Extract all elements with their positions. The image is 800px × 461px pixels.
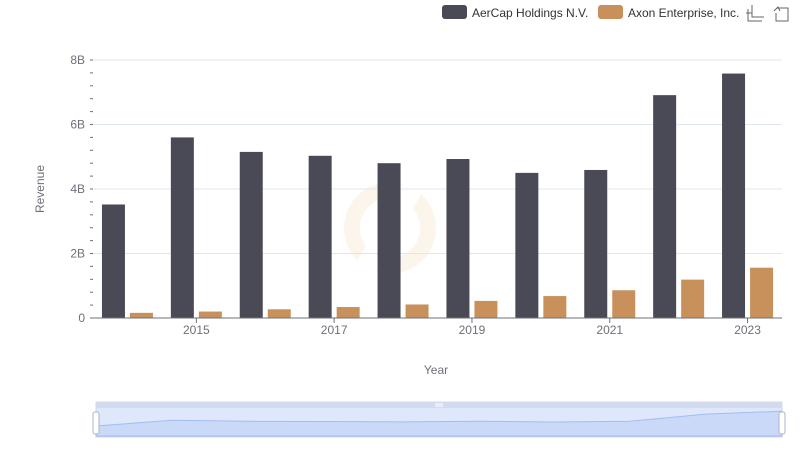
bar-aercap-2017[interactable] (308, 155, 332, 318)
bars (101, 73, 774, 318)
data-zoom-handle-left[interactable] (92, 411, 100, 435)
x-axis-title: Year (424, 363, 448, 377)
x-tick-label: 2017 (321, 323, 348, 337)
y-axis-title: Revenue (33, 165, 47, 213)
data-zoom-grip-icon (435, 403, 443, 407)
bar-axon-2015[interactable] (198, 311, 222, 318)
bar-aercap-2019[interactable] (446, 159, 470, 318)
bar-aercap-2018[interactable] (377, 163, 401, 318)
legend-item-axon[interactable]: Axon Enterprise, Inc. (598, 5, 739, 20)
bar-aercap-2023[interactable] (722, 73, 746, 318)
y-minor-ticks (90, 59, 93, 319)
bar-aercap-2015[interactable] (170, 137, 194, 318)
y-axis-tick-labels: 0 2B 4B 6B 8B (70, 53, 85, 325)
bar-aercap-2016[interactable] (239, 151, 263, 318)
bar-axon-2020[interactable] (543, 296, 567, 318)
x-tick-label: 2021 (596, 323, 623, 337)
bar-axon-2019[interactable] (474, 300, 498, 318)
y-tick-label: 6B (70, 118, 85, 132)
bar-aercap-2022[interactable] (653, 95, 677, 318)
legend-swatch-axon (598, 5, 623, 19)
x-axis-ticks (195, 318, 749, 323)
legend-label-axon: Axon Enterprise, Inc. (628, 6, 739, 20)
grid-lines (93, 59, 782, 254)
x-tick-label: 2015 (183, 323, 210, 337)
bar-axon-2022[interactable] (681, 279, 705, 318)
x-tick-label: 2019 (459, 323, 486, 337)
y-tick-label: 2B (70, 247, 85, 261)
x-axis-tick-labels: 2015 2017 2019 2021 2023 (183, 323, 761, 337)
data-zoom-preview-area (95, 410, 783, 437)
data-zoom-handle-right[interactable] (778, 411, 786, 435)
bar-aercap-2021[interactable] (584, 169, 608, 318)
bar-axon-2023[interactable] (750, 267, 774, 318)
legend-item-aercap[interactable]: AerCap Holdings N.V. (442, 5, 588, 20)
y-tick-label: 0 (78, 311, 85, 325)
x-tick-label: 2023 (734, 323, 761, 337)
legend-swatch-aercap (442, 5, 467, 19)
bar-axon-2014[interactable] (129, 312, 153, 318)
bar-axon-2021[interactable] (612, 290, 636, 318)
bar-aercap-2020[interactable] (515, 172, 539, 318)
data-zoom-top-bar[interactable] (96, 402, 782, 408)
y-tick-label: 8B (70, 53, 85, 67)
bar-axon-2018[interactable] (405, 304, 429, 318)
restore-icon[interactable] (773, 6, 789, 22)
bar-axon-2016[interactable] (267, 309, 291, 318)
data-zoom-slider[interactable] (92, 401, 786, 438)
y-tick-label: 4B (70, 182, 85, 196)
zoom-icon[interactable] (746, 5, 764, 22)
legend: AerCap Holdings N.V. Axon Enterprise, In… (442, 5, 739, 20)
bar-axon-2017[interactable] (336, 307, 360, 318)
bar-aercap-2014[interactable] (101, 204, 125, 318)
legend-label-aercap: AerCap Holdings N.V. (472, 6, 588, 20)
